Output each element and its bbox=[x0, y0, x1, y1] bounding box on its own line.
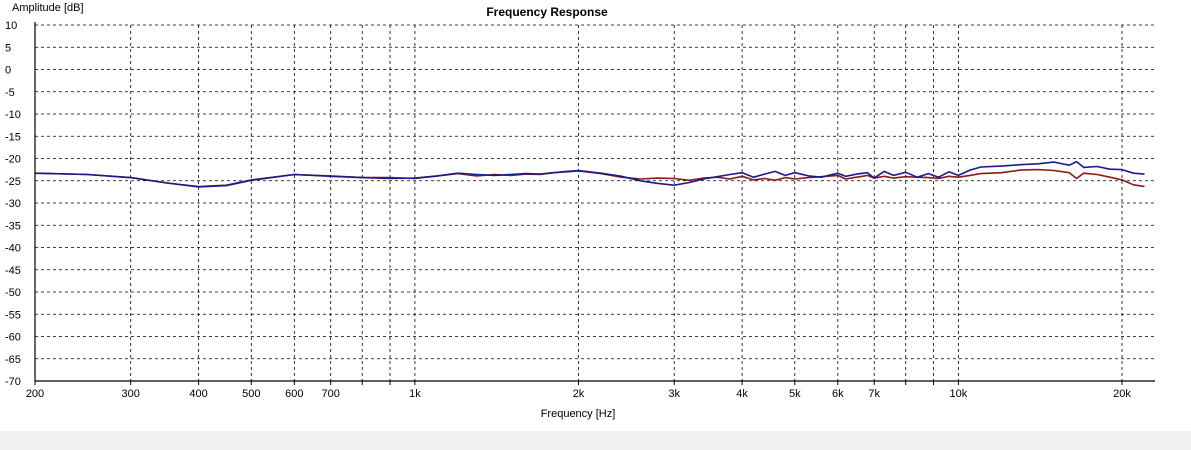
y-tick-label: 5 bbox=[5, 42, 11, 54]
chart-panel: Frequency Response Amplitude [dB] Freque… bbox=[0, 0, 1191, 431]
x-axis-title: Frequency [Hz] bbox=[541, 408, 616, 420]
x-tick-label: 3k bbox=[668, 388, 680, 400]
y-tick-label: -60 bbox=[5, 332, 21, 344]
y-tick-label: -10 bbox=[5, 109, 21, 121]
y-tick-label: -70 bbox=[5, 376, 21, 388]
series-line-2 bbox=[34, 160, 1145, 188]
y-tick-label: 10 bbox=[5, 20, 17, 32]
x-tick-label: 4k bbox=[736, 388, 748, 400]
y-tick-label: 0 bbox=[5, 65, 11, 77]
y-axis-title: Amplitude [dB] bbox=[12, 2, 84, 14]
chart-title: Frequency Response bbox=[486, 5, 608, 19]
x-tick-label: 5k bbox=[789, 388, 801, 400]
y-tick-label: -35 bbox=[5, 220, 21, 232]
x-tick-label: 6k bbox=[832, 388, 844, 400]
x-tick-label: 600 bbox=[285, 388, 303, 400]
x-tick-label: 7k bbox=[868, 388, 880, 400]
series-layer bbox=[34, 160, 1145, 188]
x-tick-label: 500 bbox=[242, 388, 260, 400]
y-tick-label: -15 bbox=[5, 131, 21, 143]
y-tick-label: -50 bbox=[5, 287, 21, 299]
y-tick-label: -30 bbox=[5, 198, 21, 210]
x-tick-label: 20k bbox=[1113, 388, 1131, 400]
x-tick-label: 700 bbox=[322, 388, 340, 400]
x-tick-label: 10k bbox=[950, 388, 968, 400]
x-tick-label: 300 bbox=[122, 388, 140, 400]
x-tick-label: 2k bbox=[573, 388, 585, 400]
y-tick-label: -25 bbox=[5, 176, 21, 188]
grid bbox=[35, 24, 1155, 381]
x-tick-label: 1k bbox=[409, 388, 421, 400]
x-tick-label: 200 bbox=[26, 388, 44, 400]
y-tick-label: -65 bbox=[5, 354, 21, 366]
x-tick-label: 400 bbox=[189, 388, 207, 400]
axes bbox=[34, 22, 1155, 385]
y-tick-label: -55 bbox=[5, 309, 21, 321]
tick-labels: 10 5 0 -5 -10 -15 -20 -25 -30 -35 -40 -45 -50 -55 -60 -… bbox=[5, 20, 1131, 400]
y-tick-label: -40 bbox=[5, 243, 21, 255]
y-tick-label: -20 bbox=[5, 154, 21, 166]
frequency-response-chart: Frequency Response Amplitude [dB] Freque… bbox=[5, 2, 1155, 420]
y-tick-label: -45 bbox=[5, 265, 21, 277]
y-tick-label: -5 bbox=[5, 87, 15, 99]
